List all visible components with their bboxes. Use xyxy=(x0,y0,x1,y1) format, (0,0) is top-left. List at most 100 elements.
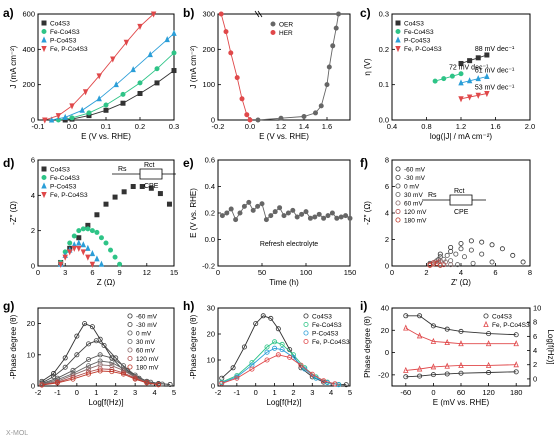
data-point xyxy=(76,245,82,252)
x-tick-label: 2 xyxy=(424,268,428,277)
data-point xyxy=(137,80,143,86)
series-Fe-Co4S3 xyxy=(219,339,342,387)
data-point xyxy=(234,375,240,381)
data-point xyxy=(150,11,157,18)
legend-label: P-Co4S3 xyxy=(404,38,431,45)
series-Fe, P-Co4S3 log f xyxy=(403,361,519,373)
x-axis-label: E (V vs. RHE) xyxy=(259,132,309,141)
legend-label: Fe, P-Co4S3 xyxy=(404,46,442,53)
data-point xyxy=(228,206,234,212)
data-point xyxy=(137,91,143,97)
y-tick-label: 300 xyxy=(202,10,215,19)
panel-letter: c) xyxy=(360,6,371,20)
legend-marker xyxy=(41,166,47,172)
data-point xyxy=(85,226,91,232)
data-point xyxy=(484,91,490,98)
data-point xyxy=(154,80,160,86)
legend-marker xyxy=(127,330,133,336)
x-tick-label: 0 xyxy=(75,388,79,397)
legend-marker xyxy=(127,347,133,353)
data-point xyxy=(264,349,270,355)
circuit-wire xyxy=(422,194,486,206)
data-point xyxy=(253,321,259,327)
series-line xyxy=(41,370,159,386)
y-tick-label: 0 xyxy=(211,116,215,125)
legend-label: 180 mV xyxy=(404,218,427,225)
legend-marker xyxy=(395,217,401,223)
data-point xyxy=(484,52,490,58)
data-point xyxy=(85,244,91,251)
data-point xyxy=(272,345,278,351)
data-point xyxy=(97,358,103,364)
series-line xyxy=(257,13,339,121)
series-Co4S3 xyxy=(62,68,177,123)
series-line xyxy=(41,368,159,386)
data-point xyxy=(71,245,77,252)
data-point xyxy=(69,115,75,121)
data-point xyxy=(76,235,82,241)
series-line xyxy=(41,354,159,385)
y-axis-label: η (V) xyxy=(363,58,372,76)
data-point xyxy=(86,366,92,372)
data-point xyxy=(241,203,247,209)
data-point xyxy=(312,214,318,220)
legend-marker xyxy=(395,28,401,34)
data-point xyxy=(249,366,255,372)
x-tick-label: -1 xyxy=(234,388,241,397)
series-Co4S3 xyxy=(458,52,490,66)
x-tick-label: 2 xyxy=(291,388,295,397)
series-180 mV xyxy=(39,368,161,388)
y-tick-label: 20 xyxy=(207,330,215,339)
data-point xyxy=(98,235,104,241)
data-point xyxy=(80,241,87,248)
data-point xyxy=(458,60,464,66)
data-point xyxy=(458,361,464,368)
panel-letter: d) xyxy=(3,156,14,170)
legend-label: Fe, P-Co4S3 xyxy=(312,339,350,346)
data-point xyxy=(148,185,154,191)
data-point xyxy=(430,323,436,329)
data-point xyxy=(458,370,464,376)
data-point xyxy=(132,376,138,382)
panel-c: c) 0.4 0.8 1.2 1.6 2.0 0.0 0.1 0.2 0.3 log(|J| / m… xyxy=(360,6,535,141)
x-tick-label: 0 xyxy=(36,268,40,277)
y2-tick-label: 6 xyxy=(533,332,537,341)
data-point xyxy=(120,363,126,369)
panel-letter: i) xyxy=(360,299,367,313)
y-tick-label: 0 xyxy=(211,382,215,391)
data-point xyxy=(290,207,296,213)
data-point xyxy=(57,261,64,268)
legend-label: Fe-Co4S3 xyxy=(50,29,80,36)
data-point xyxy=(103,240,109,246)
data-point xyxy=(287,354,293,360)
legend-marker xyxy=(395,200,401,206)
x-tick-label: 1 xyxy=(272,388,276,397)
x-tick-label: 0.1 xyxy=(101,122,111,131)
data-point xyxy=(51,371,57,377)
legend-label: 180 mV xyxy=(136,365,159,372)
legend-label: Fe-Co4S3 xyxy=(404,29,434,36)
y-tick-label: -0.2 xyxy=(202,262,215,271)
data-point xyxy=(278,115,284,121)
data-point xyxy=(485,361,492,368)
legend-label: OER xyxy=(279,22,293,29)
x-tick-label: 0 xyxy=(216,268,220,277)
circuit-label: Rct xyxy=(144,162,155,169)
data-point xyxy=(246,199,252,205)
data-point xyxy=(437,262,443,268)
data-point xyxy=(67,249,73,256)
data-point xyxy=(486,331,492,337)
data-point xyxy=(513,332,519,338)
y-tick-label: 6 xyxy=(385,182,389,191)
data-point xyxy=(334,215,340,221)
legend-label: -60 mV xyxy=(404,167,426,174)
plot-frame xyxy=(217,13,351,121)
data-point xyxy=(325,213,331,219)
data-point xyxy=(513,369,519,375)
circuit-label: Rs xyxy=(118,166,127,173)
series-line xyxy=(460,76,488,84)
data-point xyxy=(260,313,266,319)
legend-label: 0 mV xyxy=(136,331,152,338)
legend-marker xyxy=(395,166,401,172)
